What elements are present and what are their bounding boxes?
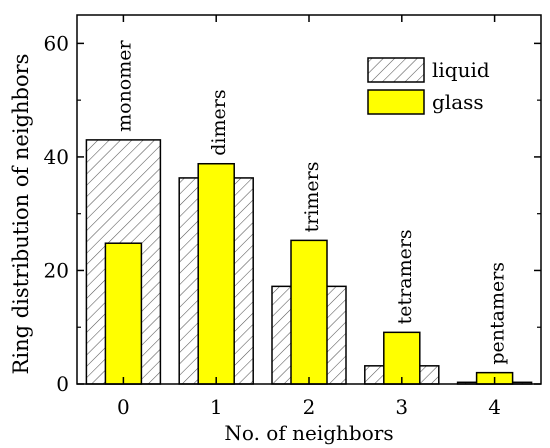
bar-glass-1: [197, 162, 235, 385]
x-tick-label: 0: [117, 395, 130, 419]
legend-label-liquid: liquid: [432, 58, 490, 82]
annotation-trimers: trimers: [301, 161, 323, 232]
x-tick-label: 1: [210, 395, 223, 419]
y-axis-label: Ring distribution of neighbors: [9, 54, 33, 375]
x-axis-label: No. of neighbors: [224, 421, 393, 445]
x-tick-label: 3: [395, 395, 408, 419]
legend-swatch-glass: [367, 89, 425, 115]
x-tick-label: 4: [488, 395, 501, 419]
legend-swatch-liquid: [367, 57, 425, 83]
y-tick-label: 40: [44, 145, 69, 169]
annotation-tetramers: tetramers: [394, 229, 416, 324]
y-tick-label: 0: [56, 372, 69, 396]
bar-glass-0: [104, 242, 143, 385]
legend-label-glass: glass: [432, 90, 484, 114]
bar-glass-3: [383, 331, 421, 385]
annotation-monomer: monomer: [113, 40, 135, 132]
x-tick-label: 2: [303, 395, 316, 419]
bar-glass-2: [290, 239, 328, 385]
y-tick-label: 20: [44, 258, 69, 282]
annotation-pentamers: pentamers: [487, 262, 509, 365]
annotation-dimers: dimers: [208, 89, 230, 155]
y-tick-label: 60: [44, 31, 69, 55]
